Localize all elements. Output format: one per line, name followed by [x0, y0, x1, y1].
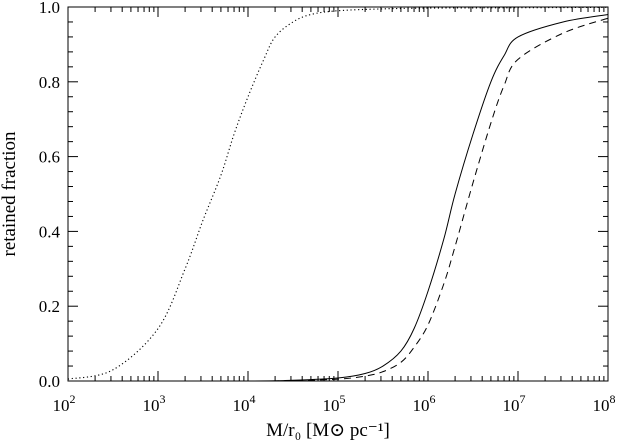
x-axis-label: M/r₀ [M⊙ pc⁻¹]: [266, 420, 390, 441]
x-tick-label: 104: [233, 392, 256, 415]
y-tick-label: 0.6: [39, 148, 60, 167]
tick-layer: [67, 6, 609, 382]
y-tick-label: 1.0: [39, 0, 60, 17]
x-tick-label: 105: [323, 392, 346, 415]
y-tick-label: 0.2: [39, 297, 60, 316]
x-tick-exponent: 8: [610, 392, 616, 406]
y-tick-label: 0.0: [39, 372, 60, 391]
y-tick-label: 0.8: [39, 73, 60, 92]
series-line-dotted: [67, 6, 609, 380]
x-tick-exponent: 7: [520, 392, 526, 406]
x-tick-exponent: 3: [160, 392, 166, 406]
x-tick-base: 10: [323, 396, 340, 415]
x-tick-exponent: 6: [430, 392, 436, 406]
x-tick-label: 106: [413, 392, 436, 415]
series-line-solid: [67, 13, 609, 382]
x-tick-base: 10: [413, 396, 430, 415]
x-tick-base: 10: [503, 396, 520, 415]
x-tick-label: 108: [593, 392, 616, 415]
x-tick-base: 10: [593, 396, 610, 415]
series-layer: [67, 6, 609, 382]
x-tick-exponent: 4: [250, 392, 256, 406]
x-tick-base: 10: [233, 396, 250, 415]
x-tick-label: 102: [53, 392, 76, 415]
x-tick-label: 103: [143, 392, 166, 415]
x-tick-exponent: 5: [340, 392, 346, 406]
y-tick-label: 0.4: [39, 222, 61, 241]
y-axis-label: retained fraction: [0, 131, 20, 257]
plot-frame: [67, 6, 609, 382]
series-line-dashed: [67, 17, 609, 382]
x-tick-base: 10: [143, 396, 160, 415]
x-tick-base: 10: [53, 396, 70, 415]
x-tick-exponent: 2: [70, 392, 76, 406]
x-tick-label: 107: [503, 392, 526, 415]
